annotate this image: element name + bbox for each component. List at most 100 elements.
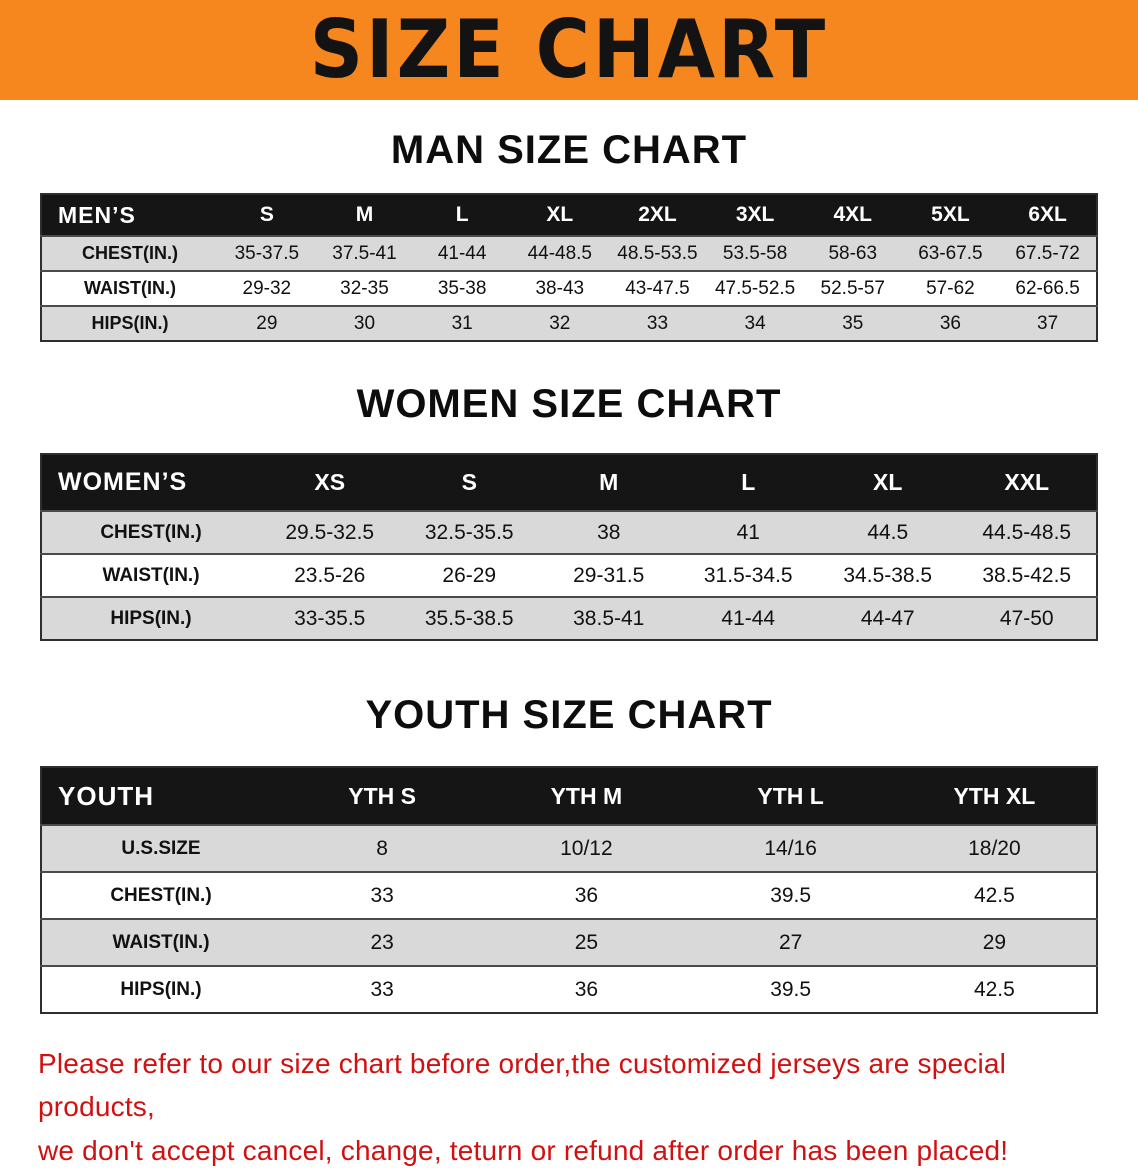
- measurement-cell: 35-38: [437, 277, 487, 299]
- measurement-cell: 58-63: [828, 242, 878, 264]
- measurement-cell: 32.5-35.5: [424, 520, 514, 544]
- table-row: CHEST(IN.) 33 36 39.5 42.5: [41, 872, 1097, 919]
- table-header-row: YOUTH YTH S YTH M YTH L YTH XL: [41, 767, 1097, 825]
- measurement-cell: 44.5: [867, 520, 909, 544]
- size-column-header: YTH L: [757, 782, 824, 809]
- banner: SIZE CHART: [0, 0, 1138, 100]
- measurement-cell: 41-44: [437, 242, 487, 264]
- size-column-header: 6XL: [1028, 203, 1067, 226]
- measurement-cell: 29: [982, 930, 1007, 954]
- table-title-cell: MEN’S: [58, 201, 136, 228]
- measurement-cell: 29: [256, 312, 278, 334]
- table-row: U.S.SIZE 8 10/12 14/16 18/20: [41, 825, 1097, 872]
- measurement-cell: 33: [646, 312, 669, 334]
- youth-size-table: YOUTH YTH S YTH M YTH L YTH XL U.S.SIZE 8 10/12…: [40, 766, 1098, 1014]
- measurement-cell: 39.5: [770, 883, 812, 907]
- table-row: CHEST(IN.) 35-37.5 37.5-41 41-44 44-48.5 48.5…: [41, 236, 1097, 271]
- measurement-cell: 29-31.5: [573, 563, 645, 587]
- measurement-cell: 41: [736, 520, 760, 544]
- table-row: WAIST(IN.) 23 25 27 29: [41, 919, 1097, 966]
- row-label: CHEST(IN.): [110, 884, 212, 906]
- measurement-cell: 27: [778, 930, 803, 954]
- table-row: WAIST(IN.) 23.5-26 26-29 29-31.5 31.5-34.5 34…: [41, 554, 1097, 597]
- size-column-header: 3XL: [735, 203, 775, 226]
- measurement-cell: 42.5: [973, 883, 1015, 907]
- measurement-cell: 29.5-32.5: [285, 520, 375, 544]
- table-row: HIPS(IN.) 33 36 39.5 42.5: [41, 966, 1097, 1013]
- measurement-cell: 48.5-53.5: [617, 242, 698, 264]
- measurement-cell: 33-35.5: [294, 606, 366, 630]
- measurement-cell: 31: [451, 312, 473, 334]
- table-title-cell: YOUTH: [58, 780, 154, 811]
- measurement-cell: 26-29: [442, 563, 497, 587]
- table-row: WAIST(IN.) 29-32 32-35 35-38 38-43 43-47.5 47.…: [41, 271, 1097, 306]
- size-column-header: S: [259, 203, 274, 226]
- disclaimer: Please refer to our size chart before or…: [38, 1042, 1100, 1172]
- men-section: MAN SIZE CHART MEN’S S M L XL 2XL 3XL 4XL 5XL 6XL…: [0, 128, 1138, 342]
- size-column-header: L: [741, 469, 756, 495]
- measurement-cell: 37.5-41: [332, 242, 397, 264]
- row-label: HIPS(IN.): [91, 313, 169, 333]
- measurement-cell: 36: [574, 883, 599, 907]
- table-row: HIPS(IN.) 29 30 31 32 33 34 35 36 37: [41, 306, 1097, 341]
- size-column-header: XXL: [1004, 469, 1050, 495]
- measurement-cell: 63-67.5: [918, 242, 983, 264]
- measurement-cell: 23.5-26: [294, 563, 366, 587]
- measurement-cell: 53.5-58: [722, 242, 788, 264]
- disclaimer-line-2: we don't accept cancel, change, teturn o…: [38, 1134, 1009, 1166]
- measurement-cell: 36: [939, 312, 961, 334]
- size-column-header: L: [455, 203, 469, 226]
- measurement-cell: 10/12: [560, 836, 613, 860]
- size-column-header: 4XL: [833, 203, 873, 226]
- table-row: CHEST(IN.) 29.5-32.5 32.5-35.5 38 41 44.5 44.5…: [41, 511, 1097, 554]
- size-column-header: YTH M: [550, 782, 623, 809]
- size-column-header: M: [355, 203, 374, 226]
- size-column-header: YTH S: [348, 782, 416, 809]
- measurement-cell: 14/16: [764, 836, 817, 860]
- measurement-cell: 8: [376, 836, 388, 860]
- measurement-cell: 39.5: [770, 977, 812, 1001]
- men-size-table: MEN’S S M L XL 2XL 3XL 4XL 5XL 6XL CHEST(IN.) 35-37…: [40, 193, 1098, 342]
- row-label: U.S.SIZE: [121, 837, 201, 859]
- page-title: SIZE CHART: [309, 3, 829, 97]
- measurement-cell: 36: [574, 977, 599, 1001]
- measurement-cell: 42.5: [973, 977, 1015, 1001]
- table-title-cell: WOMEN’S: [58, 468, 188, 496]
- row-label: WAIST(IN.): [112, 931, 210, 953]
- table-header-row: MEN’S S M L XL 2XL 3XL 4XL 5XL 6XL: [41, 194, 1097, 236]
- measurement-cell: 33: [370, 977, 394, 1001]
- measurement-cell: 30: [353, 312, 376, 334]
- measurement-cell: 52.5-57: [820, 277, 885, 299]
- size-column-header: XS: [314, 469, 346, 495]
- measurement-cell: 33: [370, 883, 394, 907]
- size-column-header: S: [461, 469, 477, 495]
- size-column-header: YTH XL: [953, 782, 1036, 809]
- measurement-cell: 38: [597, 520, 621, 544]
- measurement-cell: 44-47: [860, 606, 915, 630]
- row-label: WAIST(IN.): [84, 278, 176, 298]
- women-section-title: WOMEN SIZE CHART: [356, 382, 782, 426]
- measurement-cell: 44-48.5: [527, 242, 593, 264]
- size-column-header: XL: [546, 203, 574, 226]
- measurement-cell: 32: [549, 312, 571, 334]
- men-section-title: MAN SIZE CHART: [390, 128, 748, 172]
- measurement-cell: 43-47.5: [625, 277, 690, 299]
- measurement-cell: 37: [1037, 312, 1059, 334]
- measurement-cell: 23: [370, 930, 394, 954]
- measurement-cell: 31.5-34.5: [703, 563, 793, 587]
- measurement-cell: 29-32: [242, 277, 292, 299]
- measurement-cell: 25: [574, 930, 599, 954]
- measurement-cell: 35-37.5: [234, 242, 300, 264]
- measurement-cell: 62-66.5: [1015, 277, 1080, 299]
- measurement-cell: 44.5-48.5: [982, 520, 1072, 544]
- measurement-cell: 18/20: [968, 836, 1021, 860]
- disclaimer-line-1: Please refer to our size chart before or…: [38, 1048, 1007, 1123]
- measurement-cell: 34: [744, 312, 766, 334]
- measurement-cell: 67.5-72: [1015, 242, 1080, 264]
- women-section: WOMEN SIZE CHART WOMEN’S XS S M L XL XXL CHEST(…: [0, 382, 1138, 641]
- size-column-header: 5XL: [931, 203, 970, 226]
- row-label: HIPS(IN.): [120, 978, 202, 1000]
- table-row: HIPS(IN.) 33-35.5 35.5-38.5 38.5-41 41-44 44-…: [41, 597, 1097, 640]
- measurement-cell: 47-50: [999, 606, 1054, 630]
